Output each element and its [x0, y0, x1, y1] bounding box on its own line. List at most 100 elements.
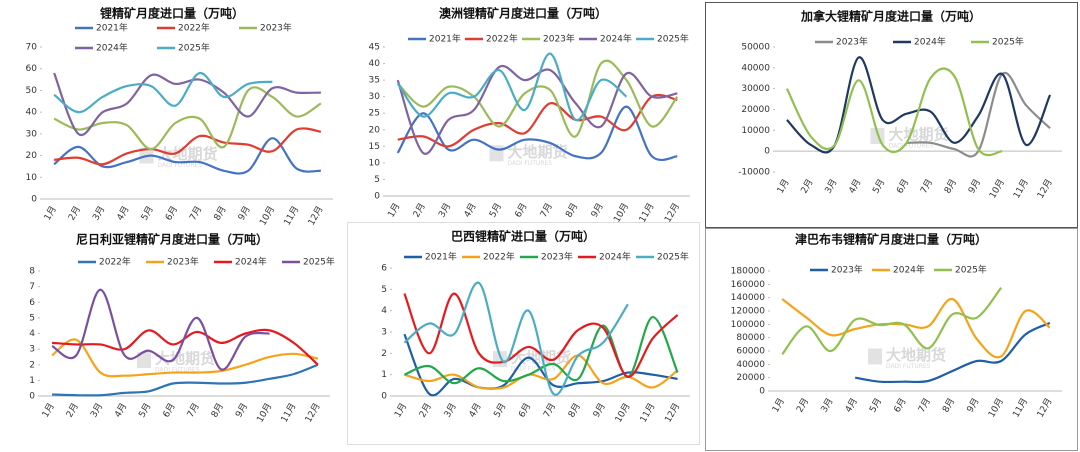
legend-label: 2025年 — [657, 251, 689, 263]
series-line — [403, 281, 629, 396]
series-line — [396, 64, 678, 155]
y-tick-label: 3 — [29, 345, 35, 355]
x-tick-label: 7月 — [541, 401, 558, 419]
x-tick-label: 9月 — [236, 204, 253, 222]
y-tick-label: 2 — [381, 349, 387, 359]
legend-label: 2025年 — [303, 256, 335, 268]
legend-label: 2022年 — [486, 33, 518, 45]
y-tick-label: 50 — [26, 86, 38, 96]
y-tick-label: 20 — [369, 125, 381, 135]
x-tick-label: 2月 — [64, 401, 81, 419]
x-tick-label: 6月 — [163, 204, 180, 222]
y-tick-label: 0 — [29, 392, 35, 402]
y-tick-label: 4 — [381, 306, 387, 316]
watermark-sub: DADI FUTURES — [886, 363, 931, 370]
x-tick-label: 6月 — [513, 201, 530, 219]
legend-label: 2023年 — [541, 251, 573, 263]
legend-label: 2023年 — [831, 264, 863, 276]
legend-label: 2021年 — [96, 22, 128, 34]
x-tick-label: 5月 — [870, 177, 887, 195]
y-tick-label: 3 — [381, 328, 387, 338]
series-line — [396, 59, 679, 138]
x-tick-label: 5月 — [139, 204, 156, 222]
y-tick-label: 20 — [26, 151, 38, 161]
x-tick-label: 9月 — [591, 401, 608, 419]
x-tick-label: 5月 — [867, 396, 884, 414]
x-tick-label: 7月 — [187, 204, 204, 222]
y-tick-label: 8 — [29, 267, 35, 277]
watermark-logo — [868, 348, 882, 365]
chart-title: 巴西锂精矿进口量（万吨） — [451, 229, 595, 244]
legend-label: 2024年 — [600, 33, 632, 45]
chart-title: 津巴布韦锂精矿月度进口量（万吨） — [795, 232, 987, 247]
legend-label: 2021年 — [425, 251, 457, 263]
x-tick-label: 10月 — [613, 401, 633, 424]
series-line — [396, 105, 678, 162]
x-tick-label: 5月 — [137, 401, 154, 419]
series-line — [53, 72, 321, 137]
panel-border — [705, 2, 1078, 228]
series-line — [51, 288, 270, 371]
x-tick-label: 11月 — [638, 401, 658, 424]
y-tick-label: 40 — [369, 59, 381, 69]
x-tick-label: 1月 — [770, 396, 787, 414]
y-tick-label: 0 — [759, 387, 765, 397]
x-tick-label: 1月 — [42, 204, 59, 222]
watermark-sub: DADI FUTURES — [511, 366, 556, 373]
legend-label: 2022年 — [178, 22, 210, 34]
y-tick-label: 140000 — [731, 293, 766, 303]
y-tick-label: 5 — [381, 285, 387, 295]
x-tick-label: 11月 — [279, 401, 299, 424]
y-tick-label: 160000 — [731, 280, 766, 290]
series-line — [785, 67, 1003, 157]
watermark-logo — [137, 352, 151, 368]
series-line — [52, 363, 319, 397]
x-tick-label: 3月 — [442, 401, 459, 419]
y-tick-label: 6 — [381, 264, 387, 274]
x-tick-label: 3月 — [436, 201, 453, 219]
legend-label: 2022年 — [99, 256, 131, 268]
x-tick-label: 8月 — [566, 401, 583, 419]
legend-label: 2023年 — [260, 22, 292, 34]
chart-title: 澳洲锂精矿月度进口量（万吨） — [439, 6, 607, 21]
x-tick-label: 7月 — [538, 201, 555, 219]
legend-label: 2025年 — [992, 36, 1024, 48]
x-tick-label: 2月 — [794, 396, 811, 414]
legend-label: 2023年 — [836, 36, 868, 48]
y-tick-label: 10 — [26, 173, 38, 183]
legend-label: 2024年 — [599, 251, 631, 263]
y-tick-label: 10000 — [741, 126, 770, 136]
x-tick-label: 6月 — [892, 396, 909, 414]
series-line — [906, 71, 1051, 158]
watermark: 大地期货 — [886, 346, 946, 364]
watermark-sub: DADI FUTURES — [889, 143, 934, 150]
watermark: 大地期货 — [508, 143, 568, 161]
series-line — [854, 321, 1051, 384]
x-tick-label: 4月 — [115, 204, 132, 222]
y-tick-label: 60 — [26, 64, 38, 74]
y-tick-label: 100000 — [731, 320, 766, 330]
x-tick-label: 1月 — [775, 177, 792, 195]
y-tick-label: 15 — [369, 142, 380, 152]
x-tick-label: 4月 — [112, 401, 129, 419]
x-tick-label: 11月 — [282, 204, 302, 227]
y-tick-label: 180000 — [731, 267, 766, 277]
watermark: 大地期货 — [155, 350, 215, 368]
watermark: 大地期货 — [511, 349, 571, 367]
y-tick-label: 50000 — [741, 43, 770, 53]
y-tick-label: 1 — [29, 376, 35, 386]
x-tick-label: 12月 — [1035, 396, 1055, 419]
x-tick-label: 11月 — [1011, 177, 1031, 200]
y-tick-label: 0 — [31, 195, 37, 205]
series-line — [403, 292, 679, 378]
y-tick-label: 10 — [369, 158, 381, 168]
watermark-sub: DADI FUTURES — [158, 162, 203, 169]
legend-label: 2021年 — [429, 33, 461, 45]
x-tick-label: 10月 — [987, 177, 1007, 200]
x-tick-label: 9月 — [233, 401, 250, 419]
x-tick-label: 11月 — [637, 201, 657, 224]
